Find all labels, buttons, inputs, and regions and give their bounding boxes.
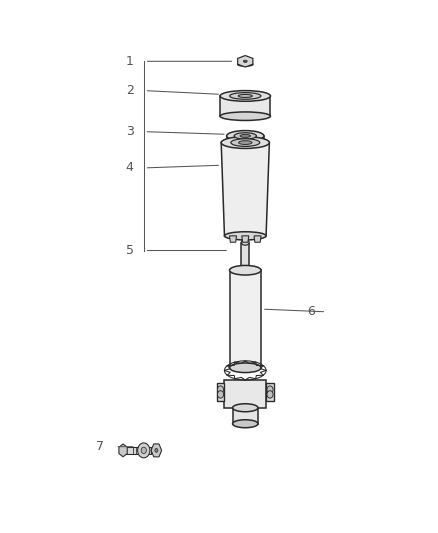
Polygon shape	[119, 444, 127, 457]
Polygon shape	[233, 408, 258, 424]
Ellipse shape	[240, 134, 251, 138]
Text: 5: 5	[126, 244, 134, 257]
Ellipse shape	[233, 404, 258, 411]
Ellipse shape	[225, 232, 266, 240]
Ellipse shape	[220, 91, 271, 101]
Polygon shape	[254, 236, 261, 242]
Ellipse shape	[231, 139, 260, 147]
Ellipse shape	[227, 131, 264, 141]
Ellipse shape	[237, 63, 253, 66]
Ellipse shape	[138, 443, 150, 458]
Polygon shape	[225, 380, 266, 408]
Text: 7: 7	[96, 440, 104, 453]
Polygon shape	[125, 447, 151, 454]
Ellipse shape	[230, 265, 261, 275]
Text: 3: 3	[126, 125, 134, 138]
Ellipse shape	[230, 363, 261, 373]
Polygon shape	[216, 383, 225, 401]
Ellipse shape	[233, 420, 258, 427]
Ellipse shape	[220, 112, 271, 120]
Polygon shape	[238, 55, 253, 67]
Circle shape	[267, 386, 273, 393]
Ellipse shape	[221, 136, 269, 148]
Ellipse shape	[239, 141, 252, 144]
Ellipse shape	[241, 268, 249, 272]
Ellipse shape	[244, 60, 247, 62]
Circle shape	[267, 391, 273, 398]
Polygon shape	[221, 142, 269, 236]
Polygon shape	[151, 444, 162, 457]
Text: 2: 2	[126, 84, 134, 97]
Ellipse shape	[241, 240, 249, 245]
Text: 6: 6	[307, 305, 315, 318]
Polygon shape	[242, 236, 249, 242]
Polygon shape	[230, 236, 237, 242]
Polygon shape	[220, 96, 271, 116]
Ellipse shape	[234, 133, 257, 139]
Ellipse shape	[141, 447, 146, 454]
Ellipse shape	[238, 94, 252, 98]
Circle shape	[217, 391, 224, 398]
Circle shape	[217, 386, 224, 393]
Polygon shape	[241, 243, 249, 270]
Polygon shape	[230, 270, 261, 368]
Ellipse shape	[155, 449, 158, 452]
Ellipse shape	[230, 93, 261, 99]
Text: 4: 4	[126, 161, 134, 174]
Ellipse shape	[225, 148, 265, 156]
Polygon shape	[227, 136, 264, 152]
Polygon shape	[266, 383, 274, 401]
Text: 1: 1	[126, 55, 134, 68]
